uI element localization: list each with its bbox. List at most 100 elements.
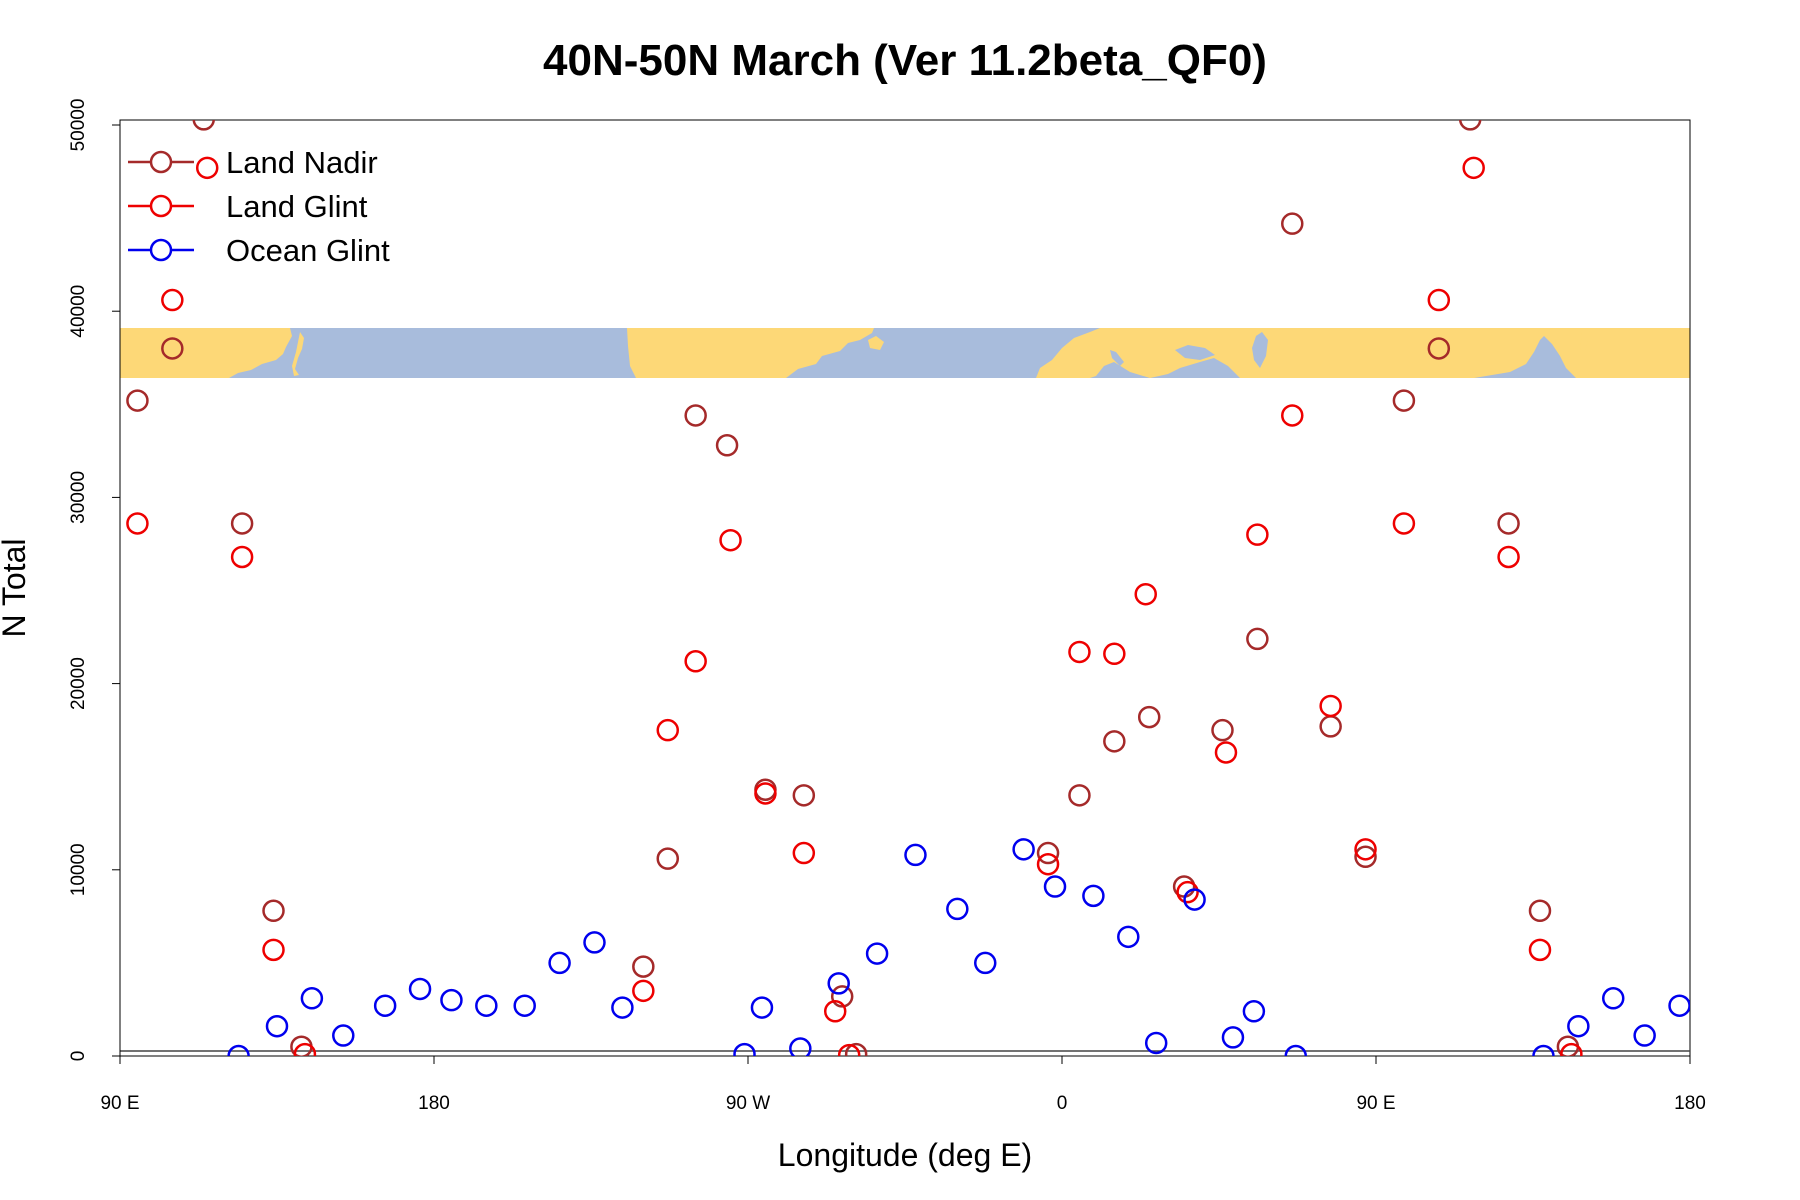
data-point xyxy=(1117,925,1140,949)
data-point xyxy=(827,972,850,995)
data-point xyxy=(1601,987,1625,1010)
data-point xyxy=(684,650,707,673)
data-point xyxy=(1036,852,1060,876)
x-tick-label: 180 xyxy=(1674,1093,1706,1114)
legend-marker xyxy=(149,194,173,218)
data-point xyxy=(126,389,149,412)
data-point xyxy=(293,1042,317,1056)
series-land-nadir xyxy=(126,120,1580,1056)
data-point xyxy=(1144,1031,1168,1055)
data-point xyxy=(837,1043,861,1056)
y-tick-label: 30000 xyxy=(68,471,89,524)
x-tick-label: 90 E xyxy=(100,1093,139,1114)
data-point xyxy=(1137,705,1161,729)
y-tick-label: 40000 xyxy=(68,285,89,338)
y-axis-label: N Total xyxy=(0,538,32,637)
data-point xyxy=(1246,627,1269,651)
data-point xyxy=(1319,694,1342,718)
data-point xyxy=(1242,1000,1266,1023)
y-tick-label: 20000 xyxy=(68,657,89,710)
data-point xyxy=(1458,120,1482,131)
data-point xyxy=(300,987,324,1010)
data-point xyxy=(513,994,536,1017)
data-point xyxy=(1319,715,1342,738)
data-point xyxy=(754,782,777,805)
data-point xyxy=(656,718,680,742)
data-points xyxy=(126,120,1717,1056)
data-point xyxy=(1134,582,1157,606)
y-tick-label: 50000 xyxy=(68,99,89,152)
data-point xyxy=(1392,389,1416,412)
data-point xyxy=(1462,156,1485,180)
data-point xyxy=(1221,1026,1245,1049)
y-tick-label: 0 xyxy=(68,1051,89,1062)
data-point xyxy=(865,942,889,965)
data-point xyxy=(973,951,997,975)
data-point xyxy=(1567,1014,1590,1038)
map-land-japan-west xyxy=(292,332,304,376)
map-sea-caspian xyxy=(1252,332,1268,368)
series-land-glint xyxy=(126,156,1583,1056)
x-axis-label: Longitude (deg E) xyxy=(778,1137,1032,1173)
data-point xyxy=(161,288,184,312)
data-point xyxy=(1068,784,1091,807)
data-point xyxy=(262,899,285,923)
data-point xyxy=(715,434,739,457)
data-point xyxy=(1176,880,1199,904)
world-map-strip xyxy=(120,328,1690,378)
data-point xyxy=(1036,841,1060,865)
data-point xyxy=(1697,979,1717,999)
data-point xyxy=(1497,512,1520,535)
data-point xyxy=(583,931,606,954)
data-point xyxy=(792,784,816,807)
data-point xyxy=(1633,1024,1656,1047)
legend: Land Nadir Land Glint Ocean Glint xyxy=(128,145,390,268)
data-point xyxy=(1284,1044,1308,1056)
data-point xyxy=(946,897,969,921)
data-point xyxy=(373,994,397,1017)
data-point xyxy=(1211,718,1234,742)
data-point xyxy=(632,955,655,978)
y-tick-label: 10000 xyxy=(68,843,89,896)
data-point xyxy=(1281,404,1304,427)
data-point xyxy=(1354,838,1377,861)
data-point xyxy=(789,1037,812,1056)
data-point xyxy=(1532,1044,1555,1056)
data-point xyxy=(750,996,774,1019)
data-point xyxy=(332,1024,355,1047)
legend-marker xyxy=(149,150,173,174)
data-point xyxy=(440,988,463,1012)
data-point xyxy=(1246,523,1269,546)
data-point xyxy=(1012,838,1035,861)
data-point xyxy=(830,985,854,1008)
data-point xyxy=(1427,288,1451,312)
data-point xyxy=(265,1014,289,1038)
data-point xyxy=(823,1000,847,1023)
data-point xyxy=(192,120,215,131)
data-point xyxy=(611,996,634,1019)
map-sea-black xyxy=(1175,345,1215,360)
chart-title: 40N-50N March (Ver 11.2beta_QF0) xyxy=(543,36,1267,85)
data-point xyxy=(656,847,680,870)
data-point xyxy=(1354,845,1377,869)
series-ocean-glint xyxy=(227,838,1717,1056)
data-point xyxy=(1082,884,1105,908)
legend-label: Land Glint xyxy=(226,189,368,224)
data-point xyxy=(161,337,184,360)
data-point xyxy=(126,512,149,535)
data-point xyxy=(1043,875,1067,898)
map-land-asia-west xyxy=(120,328,292,378)
y-axis: 0 10000 20000 30000 40000 50000 xyxy=(68,99,121,1062)
data-point xyxy=(1214,741,1238,764)
x-tick-label: 180 xyxy=(418,1093,450,1114)
legend-label: Ocean Glint xyxy=(226,233,390,268)
x-tick-label: 90 E xyxy=(1356,1093,1395,1114)
data-point xyxy=(684,404,707,427)
x-tick-label: 90 W xyxy=(726,1093,770,1114)
map-land-newfoundland xyxy=(868,336,884,350)
data-point xyxy=(1528,938,1552,962)
data-point xyxy=(1560,1042,1583,1056)
data-point xyxy=(230,512,254,535)
legend-marker xyxy=(149,238,173,262)
